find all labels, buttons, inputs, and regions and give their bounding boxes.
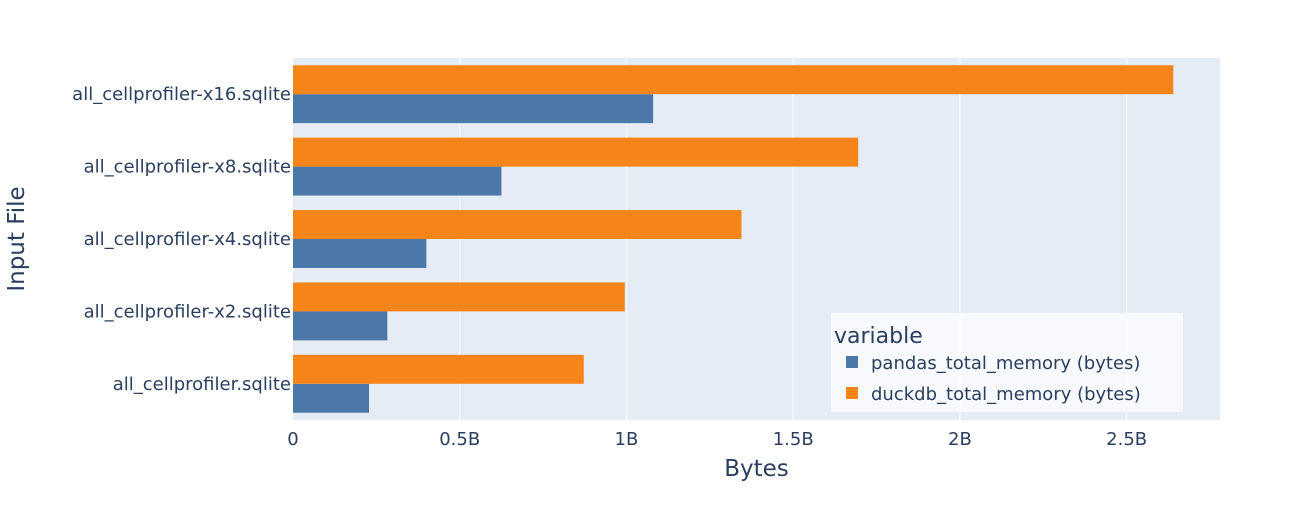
x-tick-label: 1.5B	[773, 429, 814, 450]
bar-duckdb-3	[293, 137, 859, 167]
x-tick-label: 1B	[615, 429, 639, 450]
legend-swatch-1	[846, 387, 858, 399]
y-tick-labels: all_cellprofiler.sqlite all_cellprofiler-…	[72, 84, 291, 395]
y-tick-label: all_cellprofiler.sqlite	[113, 374, 291, 395]
bar-pandas-4	[293, 94, 654, 124]
bar-duckdb-1	[293, 282, 625, 312]
bar-pandas-1	[293, 311, 388, 341]
y-axis-title: Input File	[4, 186, 30, 291]
bar-duckdb-4	[293, 65, 1174, 95]
x-tick-label: 0.5B	[439, 429, 480, 450]
bar-pandas-3	[293, 166, 502, 196]
bar-pandas-2	[293, 239, 427, 268]
y-tick-label: all_cellprofiler-x8.sqlite	[84, 157, 291, 178]
x-tick-label: 0	[287, 429, 298, 450]
bars	[293, 65, 1174, 413]
legend[interactable]: variable pandas_total_memory (bytes) duck…	[831, 313, 1183, 412]
legend-label-0: pandas_total_memory (bytes)	[871, 353, 1140, 374]
bar-duckdb-2	[293, 210, 742, 239]
x-axis-title: Bytes	[724, 456, 789, 482]
y-tick-label: all_cellprofiler-x4.sqlite	[84, 229, 291, 250]
bar-pandas-0	[293, 383, 370, 413]
legend-items: pandas_total_memory (bytes) duckdb_total_…	[846, 353, 1141, 405]
legend-title: variable	[834, 324, 923, 349]
bar-duckdb-0	[293, 354, 584, 384]
legend-background	[831, 313, 1183, 412]
legend-label-1: duckdb_total_memory (bytes)	[871, 384, 1141, 405]
y-tick-label: all_cellprofiler-x16.sqlite	[72, 84, 291, 105]
y-tick-label: all_cellprofiler-x2.sqlite	[84, 301, 291, 322]
x-tick-labels: 0 0.5B 1B 1.5B 2B 2.5B	[287, 429, 1147, 450]
x-tick-label: 2.5B	[1106, 429, 1147, 450]
legend-swatch-0	[846, 356, 858, 368]
x-tick-label: 2B	[948, 429, 972, 450]
